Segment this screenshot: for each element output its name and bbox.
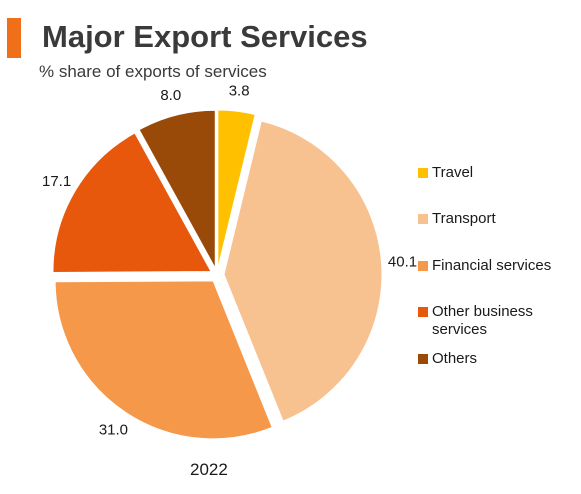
pie-slices [52, 109, 383, 440]
legend-swatch-travel [418, 168, 428, 178]
legend-label-others: Others [432, 350, 478, 367]
title-accent-bar [7, 18, 21, 58]
chart-subtitle: % share of exports of services [39, 62, 267, 81]
legend-item-financial-services: Financial services [418, 257, 572, 275]
legend-item-others: Others [418, 350, 572, 368]
slice-value-label-transport: 40.1 [388, 254, 417, 271]
legend-item-other-business-services: Other business services [418, 303, 572, 339]
pie-slice-other-business-services [52, 132, 212, 273]
legend-label-other-business-services: Other business services [432, 303, 533, 338]
legend-swatch-transport [418, 214, 428, 224]
legend-swatch-others [418, 354, 428, 364]
pie-value-labels: 3.8 40.1 31.0 17.1 8.0 [42, 82, 417, 438]
slice-value-label-others: 8.0 [160, 87, 181, 104]
pie-slice-others [138, 109, 216, 269]
slice-value-label-other-business-services: 17.1 [42, 173, 71, 190]
slice-value-label-travel: 3.8 [229, 82, 250, 99]
pie-slice-travel [217, 109, 256, 269]
legend-swatch-financial-services [418, 261, 428, 271]
chart-title: Major Export Services [42, 19, 368, 54]
legend-item-transport: Transport [418, 210, 572, 228]
legend-label-transport: Transport [432, 210, 496, 227]
legend-label-travel: Travel [432, 164, 474, 181]
pie-slice-financial-services [54, 280, 273, 440]
pie-slice-transport [223, 120, 383, 422]
legend-item-travel: Travel [418, 164, 572, 182]
chart-x-label: 2022 [190, 460, 228, 479]
legend-swatch-other-business-services [418, 307, 428, 317]
slice-value-label-financial-services: 31.0 [99, 421, 128, 438]
legend-label-financial-services: Financial services [432, 257, 552, 274]
